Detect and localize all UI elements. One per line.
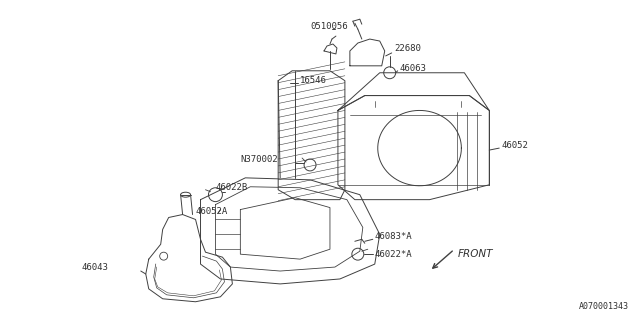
- Text: 46043: 46043: [81, 263, 108, 272]
- Text: 46022B: 46022B: [216, 183, 248, 192]
- Text: N370002: N370002: [241, 156, 278, 164]
- Text: 0510056: 0510056: [310, 22, 348, 31]
- Text: 46063: 46063: [399, 64, 426, 73]
- Text: 16546: 16546: [300, 76, 327, 85]
- Text: 46052: 46052: [501, 140, 528, 150]
- Text: 46083*A: 46083*A: [375, 232, 412, 241]
- Text: FRONT: FRONT: [458, 249, 493, 259]
- Text: 46022*A: 46022*A: [375, 250, 412, 259]
- Text: A070001343: A070001343: [579, 302, 628, 311]
- Text: 22680: 22680: [395, 44, 422, 53]
- Text: 46052A: 46052A: [196, 207, 228, 216]
